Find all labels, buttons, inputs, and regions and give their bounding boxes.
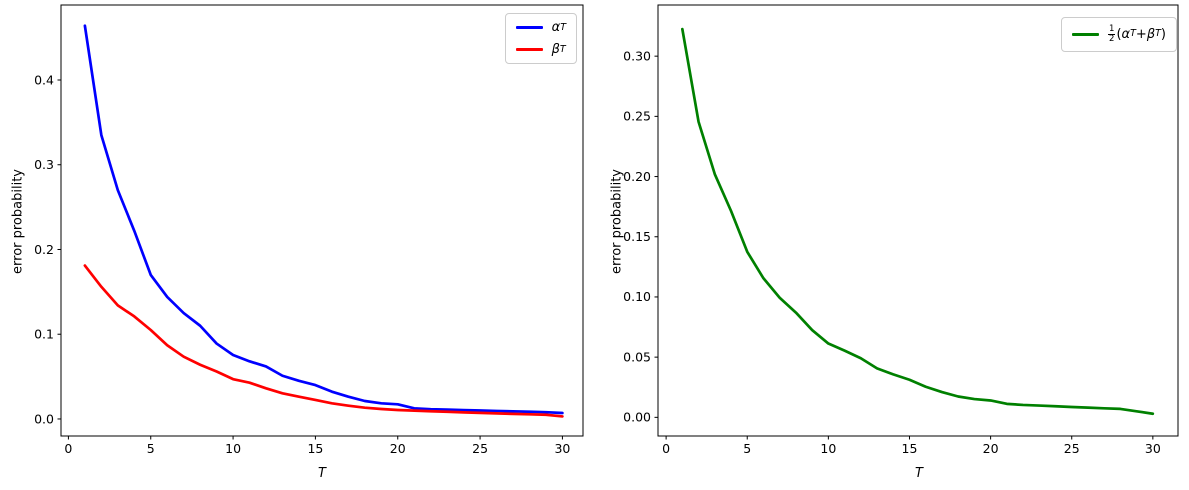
x-tick-label: 30 <box>554 441 570 456</box>
left-plot-canvas: 0 5 10 15 20 25 30 0.0 0.1 0.2 0.3 0.4 <box>34 4 584 456</box>
legend-label: 1 2(α T + β T) <box>1108 24 1166 44</box>
series-line-beta_T <box>83 264 564 418</box>
right-legend: 1 2(α T + β T) <box>1061 17 1177 52</box>
x-tick-label: 25 <box>1064 441 1080 456</box>
x-tick-label: 5 <box>147 441 155 456</box>
x-tick-label: 25 <box>472 441 488 456</box>
left-x-axis-label: T <box>318 466 326 481</box>
chart-panel-right: 0 5 10 15 20 25 30 0.00 0.05 0.10 0.15 0.20 0.25 0.30… <box>594 0 1189 490</box>
legend-item-half_alpha_plus_beta: 1 2(α T + β T) <box>1072 25 1166 44</box>
x-tick-label: 0 <box>64 441 72 456</box>
right-y-axis-label: error probability <box>609 169 625 274</box>
x-tick-label: 5 <box>743 441 751 456</box>
x-tick-label: 15 <box>902 441 918 456</box>
x-tick-label: 20 <box>983 441 999 456</box>
x-tick-label: 0 <box>662 441 670 456</box>
series-line-alpha_T <box>83 24 564 415</box>
legend-line-swatch <box>515 26 543 29</box>
y-tick-label: 0.10 <box>623 289 651 304</box>
y-tick-label: 0.25 <box>623 109 651 124</box>
x-tick-label: 15 <box>307 441 323 456</box>
axes-frame <box>60 4 584 437</box>
x-tick-label: 30 <box>1145 441 1161 456</box>
y-tick-label: 0.4 <box>34 72 54 87</box>
axes-frame <box>657 4 1179 437</box>
y-tick-label: 0.05 <box>623 349 651 364</box>
chart-panel-left: 0 5 10 15 20 25 30 0.0 0.1 0.2 0.3 0.4 error probab… <box>0 0 594 490</box>
y-tick-label: 0.15 <box>623 229 651 244</box>
legend-line-swatch <box>515 48 543 51</box>
y-tick-label: 0.20 <box>623 169 651 184</box>
legend-line-swatch <box>1072 33 1100 36</box>
y-tick-label: 0.0 <box>34 411 54 426</box>
y-tick-label: 0.30 <box>623 48 651 63</box>
series-line-half_alpha_plus_beta <box>680 27 1155 416</box>
left-y-axis-label: error probability <box>10 169 26 274</box>
right-x-axis-label: T <box>915 466 923 481</box>
right-plot-canvas: 0 5 10 15 20 25 30 0.00 0.05 0.10 0.15 0.20 0.25 0.30 <box>623 4 1179 456</box>
x-tick-label: 10 <box>820 441 836 456</box>
y-tick-label: 0.2 <box>34 242 54 257</box>
y-tick-label: 0.00 <box>623 410 651 425</box>
y-tick-label: 0.1 <box>34 327 54 342</box>
x-tick-label: 20 <box>390 441 406 456</box>
x-tick-label: 10 <box>225 441 241 456</box>
y-tick-label: 0.3 <box>34 157 54 172</box>
